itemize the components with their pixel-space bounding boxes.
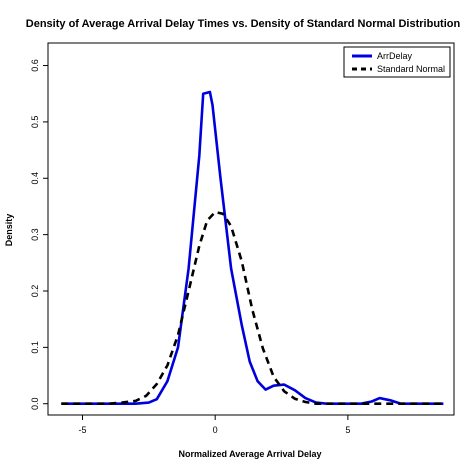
legend-label-standard-normal: Standard Normal: [377, 64, 445, 74]
y-tick-label: 0.1: [30, 341, 40, 354]
series-line-arrdelay: [61, 90, 444, 405]
y-tick-label: 0.6: [30, 59, 40, 72]
y-tick-label: 0.3: [30, 228, 40, 241]
y-tick-label: 0.5: [30, 116, 40, 129]
x-tick-label: 5: [345, 425, 350, 435]
y-tick-label: 0.2: [30, 285, 40, 298]
y-axis-label: Density: [4, 214, 14, 247]
y-tick-label: 0.4: [30, 172, 40, 185]
legend-label-arrdelay: ArrDelay: [377, 51, 413, 61]
x-axis-label: Normalized Average Arrival Delay: [178, 449, 321, 459]
y-tick-label: 0.0: [30, 397, 40, 410]
legend: ArrDelay Standard Normal: [343, 46, 451, 78]
x-tick-label: -5: [78, 425, 86, 435]
axes-layer: -5 0 5 0.0 0.1 0.2 0.3 0.4 0.5 0.6: [30, 59, 350, 435]
series-layer: [61, 90, 444, 405]
x-tick-label: 0: [213, 425, 218, 435]
legend-box: [343, 46, 451, 78]
plot-frame: [47, 42, 455, 416]
series-line-standard-normal: [61, 210, 444, 405]
chart-title: Density of Average Arrival Delay Times v…: [26, 18, 461, 30]
